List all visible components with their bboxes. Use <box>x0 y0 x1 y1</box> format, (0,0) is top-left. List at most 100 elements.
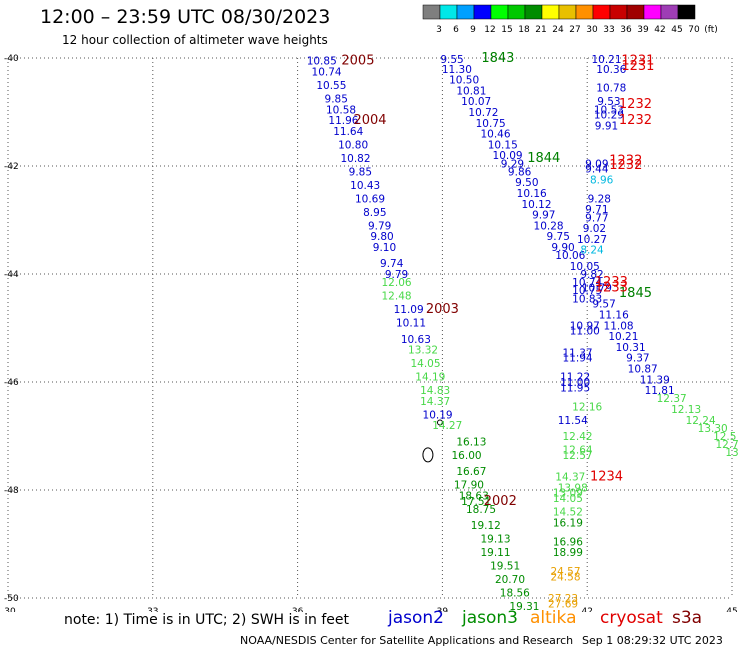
wave-height-label: 10.63 <box>401 334 431 346</box>
wave-height-label: 18.63 <box>459 490 489 502</box>
wave-height-label: 9.91 <box>595 121 618 133</box>
colorbar-label: 15 <box>501 25 512 35</box>
wave-height-label: 19.13 <box>480 534 510 546</box>
wave-height-label: 1233 <box>595 281 628 296</box>
wave-height-label: 14.05 <box>553 493 583 505</box>
colorbar-label: 42 <box>654 25 665 35</box>
wave-height-label: 16.19 <box>553 517 583 529</box>
wave-height-label: 12.64 <box>563 445 593 457</box>
y-tick-label: -46 <box>4 378 19 388</box>
island-outline <box>436 419 443 426</box>
wave-height-label: 10.05 <box>570 261 600 273</box>
wave-height-label: 1231 <box>621 54 654 69</box>
wave-height-label: 11.64 <box>333 126 363 138</box>
wave-height-label: 9.74 <box>380 258 404 270</box>
wave-height-label: 9.97 <box>532 210 555 222</box>
wave-height-label: 10.07 <box>461 96 491 108</box>
wave-height-label: 16.67 <box>456 466 486 478</box>
wave-height-label: 14.52 <box>553 507 583 519</box>
wave-height-label: 11.30 <box>442 64 472 76</box>
satellite-label-jason2: jason2 <box>388 608 444 628</box>
wave-height-label: 14.19 <box>415 372 445 384</box>
wave-height-label: 10.16 <box>517 188 547 200</box>
wave-height-label: 11.37 <box>563 347 593 359</box>
wave-height-label: 13.98 <box>558 482 588 494</box>
wave-height-label: 9.37 <box>626 353 649 365</box>
wave-height-label: 10.46 <box>480 129 510 141</box>
colorbar-label: 30 <box>586 25 598 35</box>
wave-height-label: 18.99 <box>553 547 583 559</box>
x-tick-label: 36 <box>292 607 304 612</box>
wave-height-label: 14.27 <box>432 420 462 432</box>
y-tick-label: -48 <box>4 486 19 496</box>
wave-height-label: 9.86 <box>508 166 532 178</box>
wave-height-label: 10.83 <box>572 293 602 305</box>
wave-height-label: 10.06 <box>555 250 585 262</box>
wave-height-label: 9.75 <box>547 231 570 243</box>
wave-height-label: 10.19 <box>423 409 453 421</box>
wave-height-label: 1845 <box>619 286 652 301</box>
colorbar-label: 70 <box>688 25 700 35</box>
x-tick-label: 33 <box>147 607 158 612</box>
satellite-label-jason3: jason3 <box>462 608 518 628</box>
wave-height-label: 19.51 <box>490 561 520 573</box>
wave-height-label: 10.43 <box>350 180 380 192</box>
colorbar-label: 3 <box>436 25 442 35</box>
wave-height-label: 12.48 <box>382 291 412 303</box>
wave-height-label: 19.11 <box>480 547 510 559</box>
wave-height-label: 13 <box>725 447 738 459</box>
wave-height-map: 30 33 36 39 42 45-40-42-44-46-48-5010.8510.74… <box>4 51 739 612</box>
wave-height-label: 10.72 <box>468 107 498 119</box>
wave-height-label: 18.75 <box>466 504 496 516</box>
wave-height-label: 10.09 <box>493 150 523 162</box>
wave-height-label: 14.83 <box>420 385 450 397</box>
wave-height-label: 12.16 <box>572 401 602 413</box>
wave-height-label: 16.00 <box>452 450 482 462</box>
wave-height-label: 1232 <box>619 113 652 128</box>
wave-height-label: 10.97 <box>570 320 600 332</box>
page-title: 12:00 – 23:59 UTC 08/30/2023 <box>40 6 331 28</box>
wave-height-label: 9.10 <box>373 242 396 254</box>
y-tick-label: -42 <box>4 162 19 172</box>
wave-height-label: 10.36 <box>596 64 626 76</box>
wave-height-label: 27.23 <box>548 593 578 605</box>
wave-height-label: 12.37 <box>657 393 687 405</box>
wave-height-label: 9.29 <box>501 158 524 170</box>
colorbar-label: 12 <box>484 25 495 35</box>
wave-height-label: 12.06 <box>382 277 412 289</box>
colorbar-label: 33 <box>603 25 614 35</box>
wave-height-label: 1232 <box>609 158 642 173</box>
wave-height-label: 10.21 <box>608 331 638 343</box>
wave-height-label: 17.90 <box>454 480 484 492</box>
footer-note: note: 1) Time is in UTC; 2) SWH is in fe… <box>64 612 350 628</box>
wave-height-label: 10.69 <box>355 193 385 205</box>
wave-height-label: 12.24 <box>686 415 716 427</box>
colorbar-label: 6 <box>453 25 459 35</box>
wave-height-label: 9.80 <box>370 231 393 243</box>
wave-height-label: 10.21 <box>591 54 621 66</box>
wave-height-label: 10.15 <box>488 139 518 151</box>
wave-height-label: 12.5 <box>713 431 736 443</box>
wave-height-label: 10.58 <box>326 104 356 116</box>
wave-height-label: 10.50 <box>449 75 479 87</box>
wave-height-label: 2004 <box>353 113 386 128</box>
wave-height-label: 24.58 <box>550 571 580 583</box>
y-tick-label: -40 <box>4 54 19 64</box>
colorbar-label: (ft) <box>704 25 718 35</box>
wave-height-label: 10.74 <box>572 277 602 289</box>
wave-height-label: 10.28 <box>534 220 564 232</box>
wave-height-label: 11.96 <box>328 115 358 127</box>
wave-height-label: 11.95 <box>560 382 590 394</box>
wave-height-label: 17.51 <box>461 496 491 508</box>
wave-height-label: 9.79 <box>385 269 408 281</box>
wave-height-label: 9.44 <box>585 164 609 176</box>
wave-height-label: 19.31 <box>509 601 539 612</box>
wave-height-label: 9.82 <box>580 269 603 281</box>
wave-height-label: 1843 <box>481 51 514 66</box>
colorbar-label: 18 <box>518 25 530 35</box>
wave-height-label: 10.27 <box>577 234 607 246</box>
wave-height-label: 12.7 <box>715 439 738 451</box>
wave-height-label: 9.85 <box>325 94 348 106</box>
satellite-label-s3a: s3a <box>672 608 703 628</box>
wave-height-label: 20.70 <box>495 574 525 586</box>
